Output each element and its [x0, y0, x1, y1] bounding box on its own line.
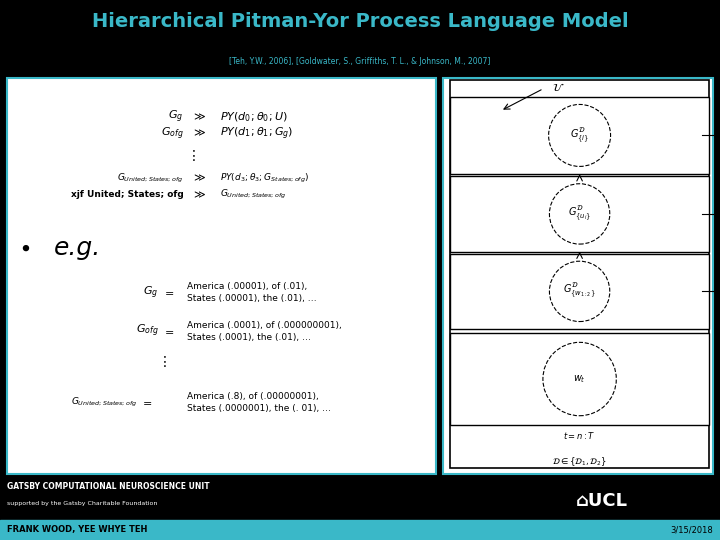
Text: $G_{United;States;ofg}$: $G_{United;States;ofg}$	[71, 396, 137, 409]
Text: Hierarchical Pitman-Yor Process Language Model: Hierarchical Pitman-Yor Process Language…	[91, 11, 629, 31]
Text: $G^{\mathcal{D}}_{\{u_i\}}$: $G^{\mathcal{D}}_{\{u_i\}}$	[568, 205, 591, 223]
Text: $=$: $=$	[162, 287, 174, 298]
Text: $G^{\mathcal{D}}_{\{i\}}$: $G^{\mathcal{D}}_{\{i\}}$	[570, 126, 589, 145]
Text: $G_{United;States;ofg}$: $G_{United;States;ofg}$	[220, 188, 286, 201]
Text: $=$: $=$	[162, 326, 174, 336]
Text: $PY(d_1;\theta_1;G_g)$: $PY(d_1;\theta_1;G_g)$	[220, 125, 293, 141]
Text: $G_g$: $G_g$	[168, 109, 184, 125]
Text: $=$: $=$	[140, 397, 153, 408]
Text: $G^{\mathcal{D}}_{\{w_{1:2}\}}$: $G^{\mathcal{D}}_{\{w_{1:2}\}}$	[563, 282, 596, 300]
Text: $\bullet$: $\bullet$	[18, 238, 30, 258]
Text: America (.00001), of (.01),: America (.00001), of (.01),	[187, 282, 307, 291]
Text: FRANK WOOD, YEE WHYE TEH: FRANK WOOD, YEE WHYE TEH	[7, 525, 148, 534]
Text: America (.0001), of (.000000001),: America (.0001), of (.000000001),	[187, 321, 342, 329]
Bar	[450, 97, 709, 174]
Text: GATSBY COMPUTATIONAL NEUROSCIENCE UNIT: GATSBY COMPUTATIONAL NEUROSCIENCE UNIT	[7, 482, 210, 491]
Ellipse shape	[543, 342, 616, 416]
Text: States (.0000001), the (. 01), …: States (.0000001), the (. 01), …	[187, 404, 331, 413]
Text: $PY(d_0;\theta_0;U)$: $PY(d_0;\theta_0;U)$	[220, 110, 287, 124]
Text: $PY(d_3;\theta_3;G_{States;ofg})$: $PY(d_3;\theta_3;G_{States;ofg})$	[220, 172, 309, 185]
Text: $\gg$: $\gg$	[191, 173, 206, 184]
Text: $\gg$: $\gg$	[191, 128, 206, 139]
Text: $G_{United;States;ofg}$: $G_{United;States;ofg}$	[117, 172, 184, 185]
Text: supported by the Gatsby Charitable Foundation: supported by the Gatsby Charitable Found…	[7, 502, 158, 507]
Bar	[443, 78, 713, 474]
Bar	[450, 333, 709, 425]
Ellipse shape	[549, 104, 611, 166]
Bar	[0, 478, 720, 518]
Ellipse shape	[549, 184, 610, 244]
Text: $\gg$: $\gg$	[191, 190, 206, 200]
Text: e.g.: e.g.	[54, 235, 102, 260]
Text: $G_{ofg}$: $G_{ofg}$	[161, 125, 184, 141]
Text: xjf United; States; ofg: xjf United; States; ofg	[71, 190, 184, 199]
Text: 3/15/2018: 3/15/2018	[670, 525, 713, 534]
Bar	[7, 78, 436, 474]
Text: $\vdots$: $\vdots$	[186, 148, 196, 163]
Text: [Teh, Y.W., 2006], [Goldwater, S., Griffiths, T. L., & Johnson, M., 2007]: [Teh, Y.W., 2006], [Goldwater, S., Griff…	[229, 57, 491, 66]
Text: $t=n:T$: $t=n:T$	[563, 430, 596, 441]
Bar	[450, 80, 709, 468]
Text: $\vdots$: $\vdots$	[157, 354, 167, 369]
Text: $G_{ofg}$: $G_{ofg}$	[135, 323, 158, 339]
Text: States (.0001), the (.01), …: States (.0001), the (.01), …	[187, 333, 311, 342]
Bar	[450, 254, 709, 329]
Text: ⌂UCL: ⌂UCL	[576, 491, 628, 510]
Ellipse shape	[549, 261, 610, 321]
Text: $\mathcal{D} \in \{\mathcal{D}_1, \mathcal{D}_2\}$: $\mathcal{D} \in \{\mathcal{D}_1, \mathc…	[552, 455, 607, 468]
Text: $\gg$: $\gg$	[191, 112, 206, 123]
Text: $\mathcal{U}$: $\mathcal{U}$	[552, 80, 564, 92]
Bar	[450, 176, 709, 252]
Text: States (.00001), the (.01), …: States (.00001), the (.01), …	[187, 294, 317, 303]
Text: America (.8), of (.00000001),: America (.8), of (.00000001),	[187, 392, 319, 401]
Text: $w_t$: $w_t$	[573, 373, 586, 385]
Text: $G_g$: $G_g$	[143, 284, 158, 301]
Bar	[0, 519, 720, 540]
